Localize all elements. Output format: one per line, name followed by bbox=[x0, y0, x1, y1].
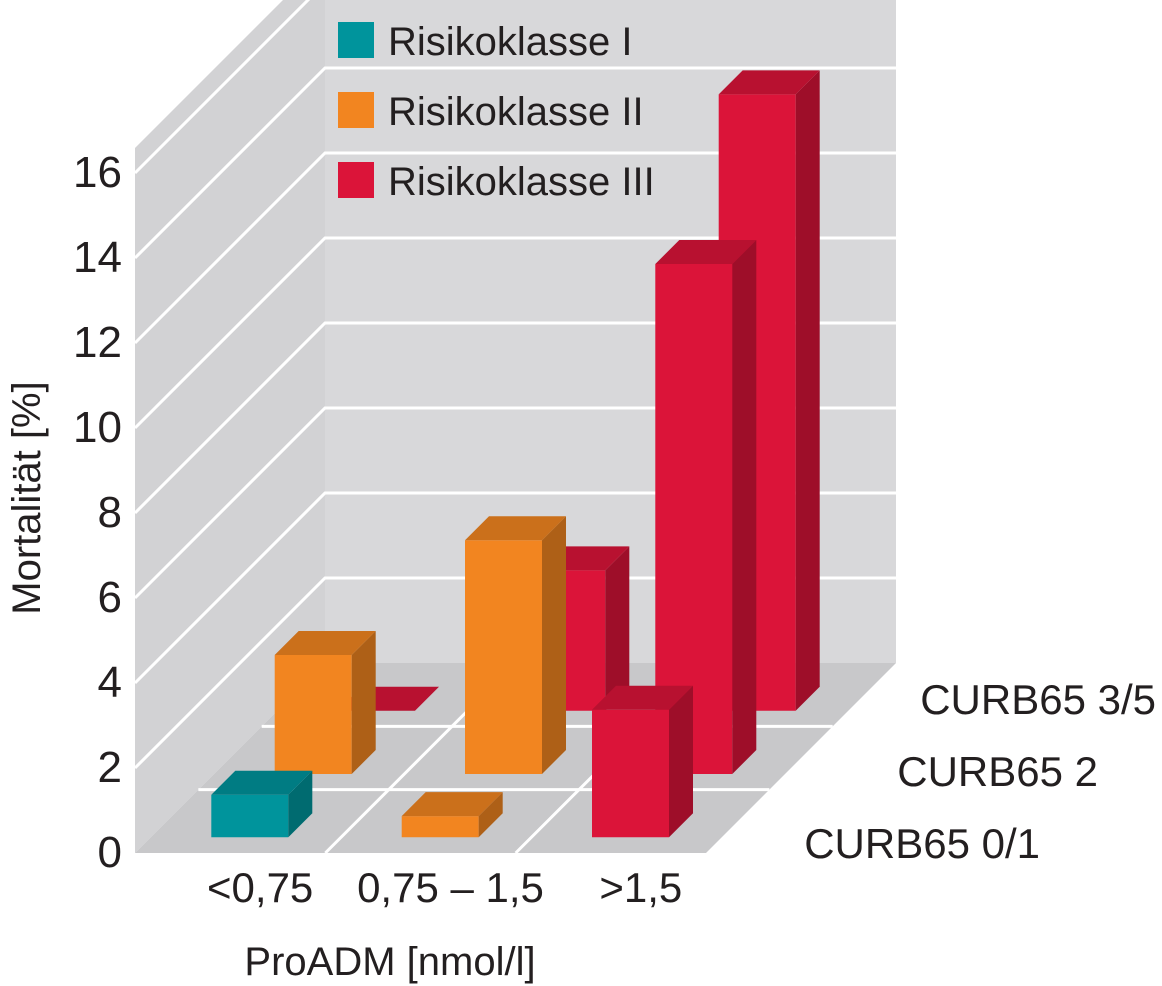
bar bbox=[401, 792, 503, 838]
bar-top bbox=[401, 792, 503, 817]
legend-item: Risikoklasse II bbox=[338, 90, 644, 134]
bar-side bbox=[542, 516, 566, 774]
bar-side bbox=[605, 546, 630, 711]
y-tick-label: 16 bbox=[73, 148, 122, 197]
x-tick-label: <0,75 bbox=[207, 864, 313, 911]
gridline bbox=[133, 236, 896, 430]
legend-swatch bbox=[338, 22, 374, 58]
bar-top bbox=[465, 516, 566, 541]
bar-top bbox=[718, 70, 820, 95]
gridline bbox=[133, 66, 896, 260]
y-tick-labels: 0 2 4 6 8 10 12 14 16 bbox=[73, 148, 122, 877]
bar-side bbox=[669, 685, 693, 838]
depth-label: CURB65 2 bbox=[897, 748, 1098, 795]
bar-front bbox=[655, 264, 733, 774]
depth-labels: CURB65 0/1 CURB65 2 CURB65 3/5 bbox=[804, 676, 1156, 867]
bar-front bbox=[211, 794, 289, 838]
bar-side bbox=[478, 792, 503, 838]
y-tick-label: 6 bbox=[98, 573, 122, 622]
bar-front bbox=[401, 816, 479, 838]
bar bbox=[465, 516, 566, 774]
bar bbox=[592, 685, 693, 838]
bar-side bbox=[351, 631, 376, 774]
bar-front bbox=[592, 709, 669, 838]
y-tick-label: 2 bbox=[98, 743, 122, 792]
x-axis-label: ProADM [nmol/l] bbox=[244, 940, 535, 984]
bar-side bbox=[795, 70, 820, 711]
legend: Risikoklasse I Risikoklasse II Risikoklass… bbox=[338, 20, 655, 204]
bar-front bbox=[465, 540, 542, 774]
x-tick-labels: <0,75 0,75 – 1,5 >1,5 bbox=[207, 864, 682, 911]
gridline bbox=[133, 151, 896, 345]
bar bbox=[655, 240, 757, 774]
bar bbox=[274, 631, 376, 774]
y-tick-label: 10 bbox=[73, 403, 122, 452]
legend-item: Risikoklasse III bbox=[338, 160, 655, 204]
gridline bbox=[133, 0, 311, 175]
bar-top bbox=[211, 770, 313, 795]
y-tick-label: 8 bbox=[98, 488, 122, 537]
x-tick-label: 0,75 – 1,5 bbox=[357, 864, 544, 911]
legend-label: Risikoklasse I bbox=[388, 20, 633, 64]
depth-label: CURB65 3/5 bbox=[920, 676, 1156, 723]
legend-label: Risikoklasse III bbox=[388, 160, 655, 204]
bar-top bbox=[592, 685, 693, 710]
x-tick-label: >1,5 bbox=[599, 864, 682, 911]
bar-side bbox=[288, 770, 313, 838]
legend-swatch bbox=[338, 162, 374, 198]
chart-bars bbox=[211, 70, 820, 838]
bar-front bbox=[274, 655, 352, 774]
bar bbox=[211, 770, 313, 838]
y-tick-label: 12 bbox=[73, 318, 122, 367]
y-tick-label: 0 bbox=[98, 828, 122, 877]
y-tick-label: 14 bbox=[73, 233, 122, 282]
y-tick-label: 4 bbox=[98, 658, 122, 707]
legend-label: Risikoklasse II bbox=[388, 90, 644, 134]
bar-top bbox=[274, 631, 376, 655]
legend-swatch bbox=[338, 92, 374, 128]
legend-item: Risikoklasse I bbox=[338, 20, 633, 64]
left-wall bbox=[135, 0, 325, 853]
y-axis-label: Mortalität [%] bbox=[5, 381, 49, 614]
bar-top bbox=[655, 240, 757, 264]
bar-side bbox=[732, 240, 757, 774]
depth-label: CURB65 0/1 bbox=[804, 820, 1040, 867]
